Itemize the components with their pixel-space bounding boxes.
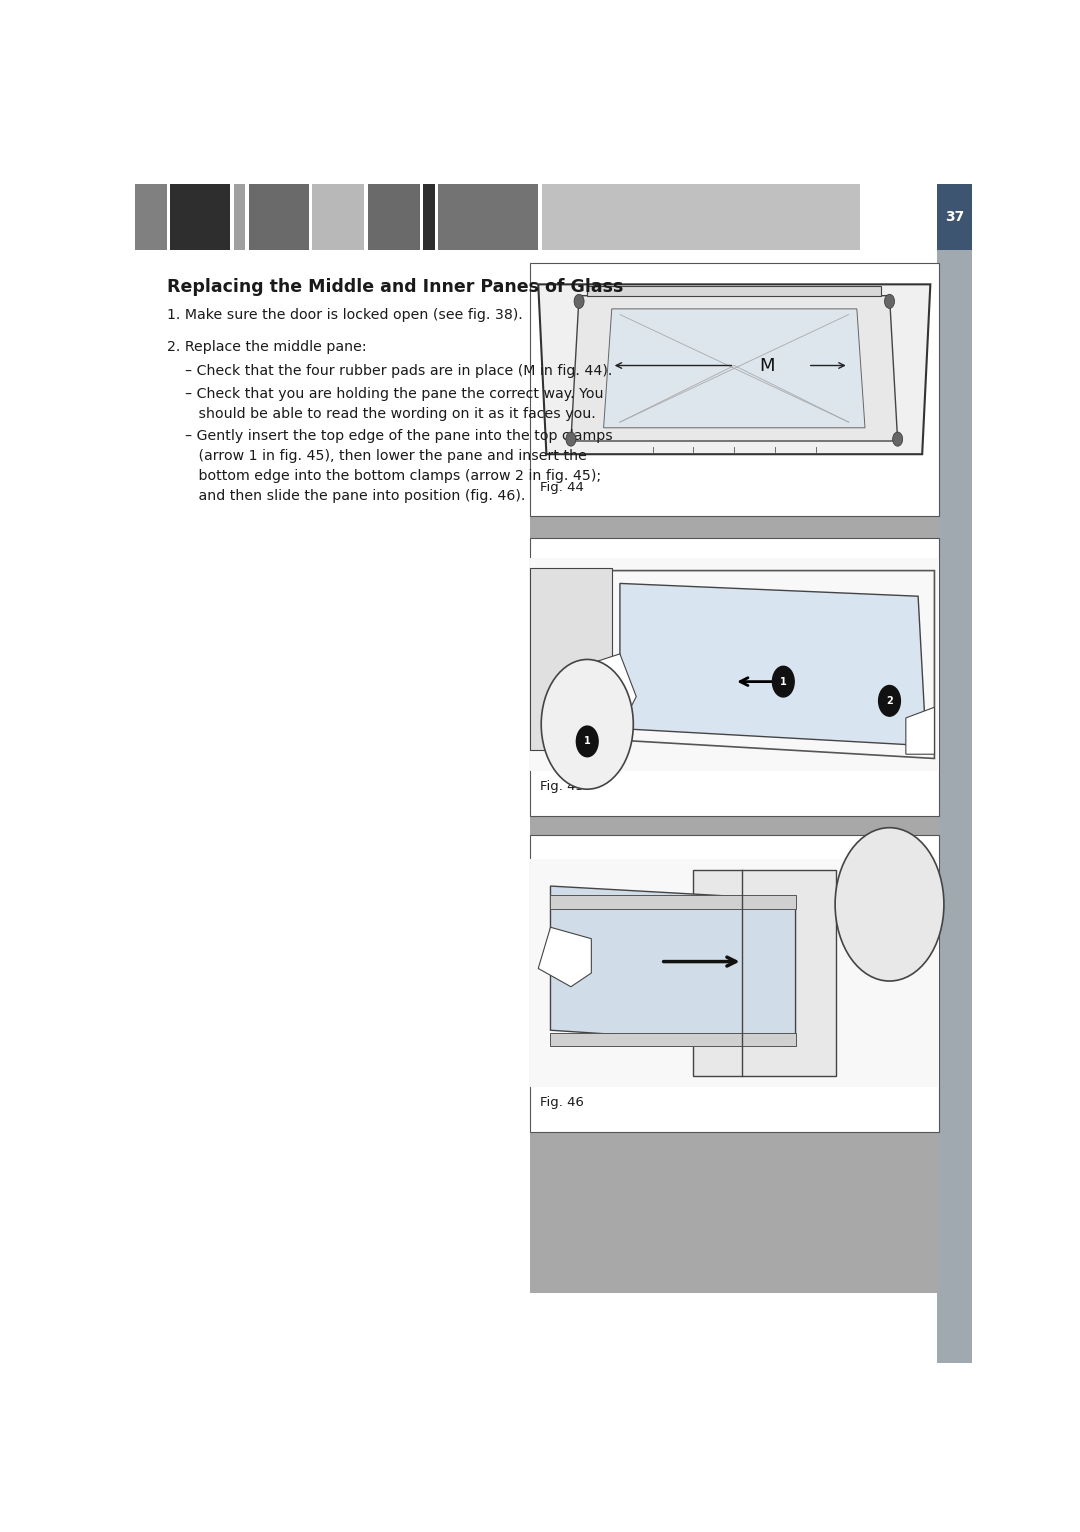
Text: bottom edge into the bottom clamps (arrow 2 in fig. 45);: bottom edge into the bottom clamps (arro… [186,469,602,483]
Polygon shape [538,927,592,987]
Polygon shape [588,654,636,729]
Text: Fig. 44: Fig. 44 [540,481,584,493]
Bar [530,813,939,835]
Bar [367,184,420,250]
Text: 1: 1 [584,737,591,746]
Text: 37: 37 [945,210,964,224]
Text: 1. Make sure the door is locked open (see fig. 38).: 1. Make sure the door is locked open (se… [166,308,523,322]
Text: 2: 2 [886,696,893,706]
Bar [530,538,939,817]
Circle shape [772,666,794,697]
Text: Replacing the Middle and Inner Panes of Glass: Replacing the Middle and Inner Panes of … [166,279,623,296]
Bar [248,184,309,250]
Text: (arrow 1 in fig. 45), then lower the pane and insert the: (arrow 1 in fig. 45), then lower the pan… [186,449,588,463]
Circle shape [575,294,584,308]
Polygon shape [538,285,930,453]
Polygon shape [906,708,934,754]
Polygon shape [571,296,897,441]
Polygon shape [588,286,881,296]
Bar [135,184,166,250]
Polygon shape [693,870,836,1075]
Circle shape [577,726,598,757]
Text: 2. Replace the middle pane:: 2. Replace the middle pane: [166,340,366,354]
Bar [530,1128,939,1293]
Polygon shape [866,893,913,924]
Bar [233,184,245,250]
Polygon shape [530,558,939,771]
Text: Fig. 45: Fig. 45 [540,780,584,794]
Bar [171,184,230,250]
Circle shape [879,685,901,715]
Polygon shape [551,895,796,908]
Polygon shape [551,885,796,1046]
Bar [530,515,939,538]
Bar [423,184,434,250]
Bar [438,184,539,250]
Text: – Check that you are holding the pane the correct way. You: – Check that you are holding the pane th… [186,386,604,401]
Text: – Gently insert the top edge of the pane into the top clamps: – Gently insert the top edge of the pane… [186,429,613,443]
Bar [936,250,972,1363]
Text: Fig. 46: Fig. 46 [540,1097,584,1109]
Polygon shape [551,1033,796,1046]
Bar [312,184,364,250]
Text: M: M [759,357,774,374]
Polygon shape [620,584,927,746]
Circle shape [566,432,576,446]
Text: 1: 1 [780,677,786,686]
Bar [936,184,972,250]
Polygon shape [604,309,865,427]
Text: should be able to read the wording on it as it faces you.: should be able to read the wording on it… [186,408,596,421]
Text: – Check that the four rubber pads are in place (M in fig. 44).: – Check that the four rubber pads are in… [186,365,612,378]
Bar [542,184,860,250]
Bar [530,835,939,1132]
Circle shape [835,827,944,980]
Text: and then slide the pane into position (fig. 46).: and then slide the pane into position (f… [186,489,526,504]
Circle shape [541,659,633,789]
Bar [530,264,939,516]
Polygon shape [530,858,939,1088]
Polygon shape [530,568,611,751]
Circle shape [893,432,903,446]
Circle shape [885,294,894,308]
